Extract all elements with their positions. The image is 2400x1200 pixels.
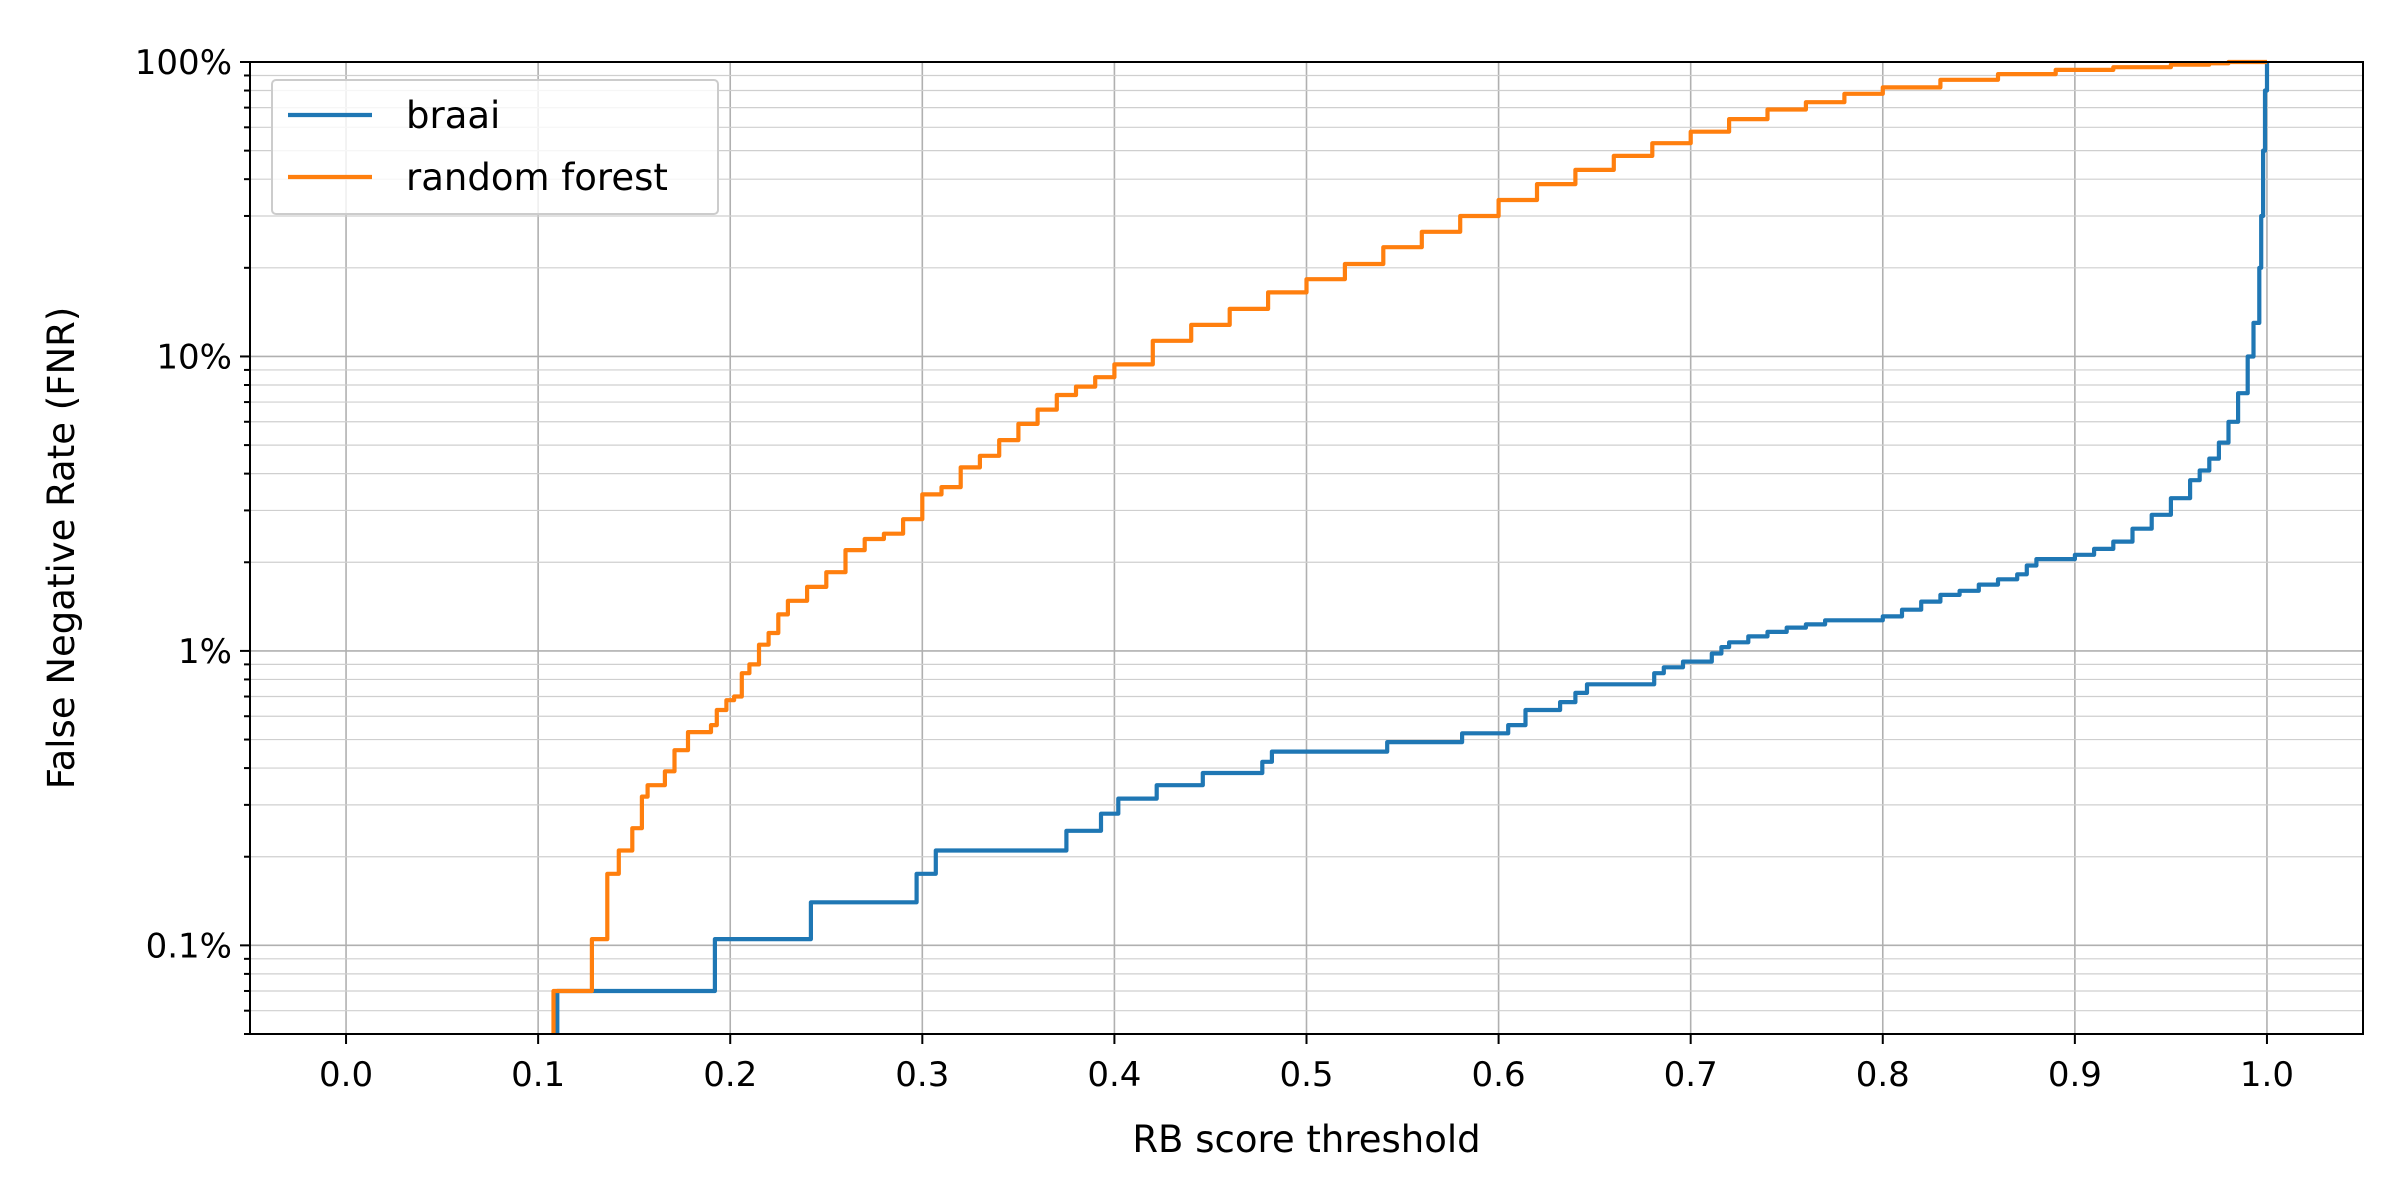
y-tick-label: 0.1% bbox=[146, 926, 232, 966]
axis-ticks: 0.0 0.1 0.2 0.3 0.4 0.5 0.6 0.7 0.8 0.9 1.0 0.1% 1% 1… bbox=[135, 43, 2294, 1095]
x-tick-label: 0.1 bbox=[511, 1055, 565, 1095]
series-layer bbox=[551, 59, 2270, 1034]
x-tick-label: 0.7 bbox=[1664, 1055, 1718, 1095]
y-tick-label: 10% bbox=[156, 337, 232, 377]
x-tick-label: 0.3 bbox=[895, 1055, 949, 1095]
x-tick-label: 0.2 bbox=[703, 1055, 757, 1095]
legend-label: braai bbox=[406, 94, 500, 137]
legend-box bbox=[271, 79, 719, 215]
legend: braai random forest bbox=[271, 79, 719, 215]
x-tick-label: 0.9 bbox=[2048, 1055, 2102, 1095]
x-tick-label: 0.8 bbox=[1856, 1055, 1910, 1095]
series-line-1 bbox=[551, 59, 2267, 1034]
x-tick-label: 0.0 bbox=[319, 1055, 373, 1095]
series-line-0 bbox=[555, 62, 2270, 1034]
y-axis-label: False Negative Rate (FNR) bbox=[40, 307, 83, 790]
y-tick-label: 1% bbox=[178, 632, 232, 672]
x-tick-label: 0.6 bbox=[1472, 1055, 1526, 1095]
x-axis-label: RB score threshold bbox=[1132, 1118, 1480, 1161]
x-tick-label: 1.0 bbox=[2240, 1055, 2294, 1095]
y-tick-label: 100% bbox=[135, 43, 232, 83]
x-tick-label: 0.4 bbox=[1087, 1055, 1141, 1095]
legend-label: random forest bbox=[406, 156, 668, 199]
x-tick-label: 0.5 bbox=[1279, 1055, 1333, 1095]
